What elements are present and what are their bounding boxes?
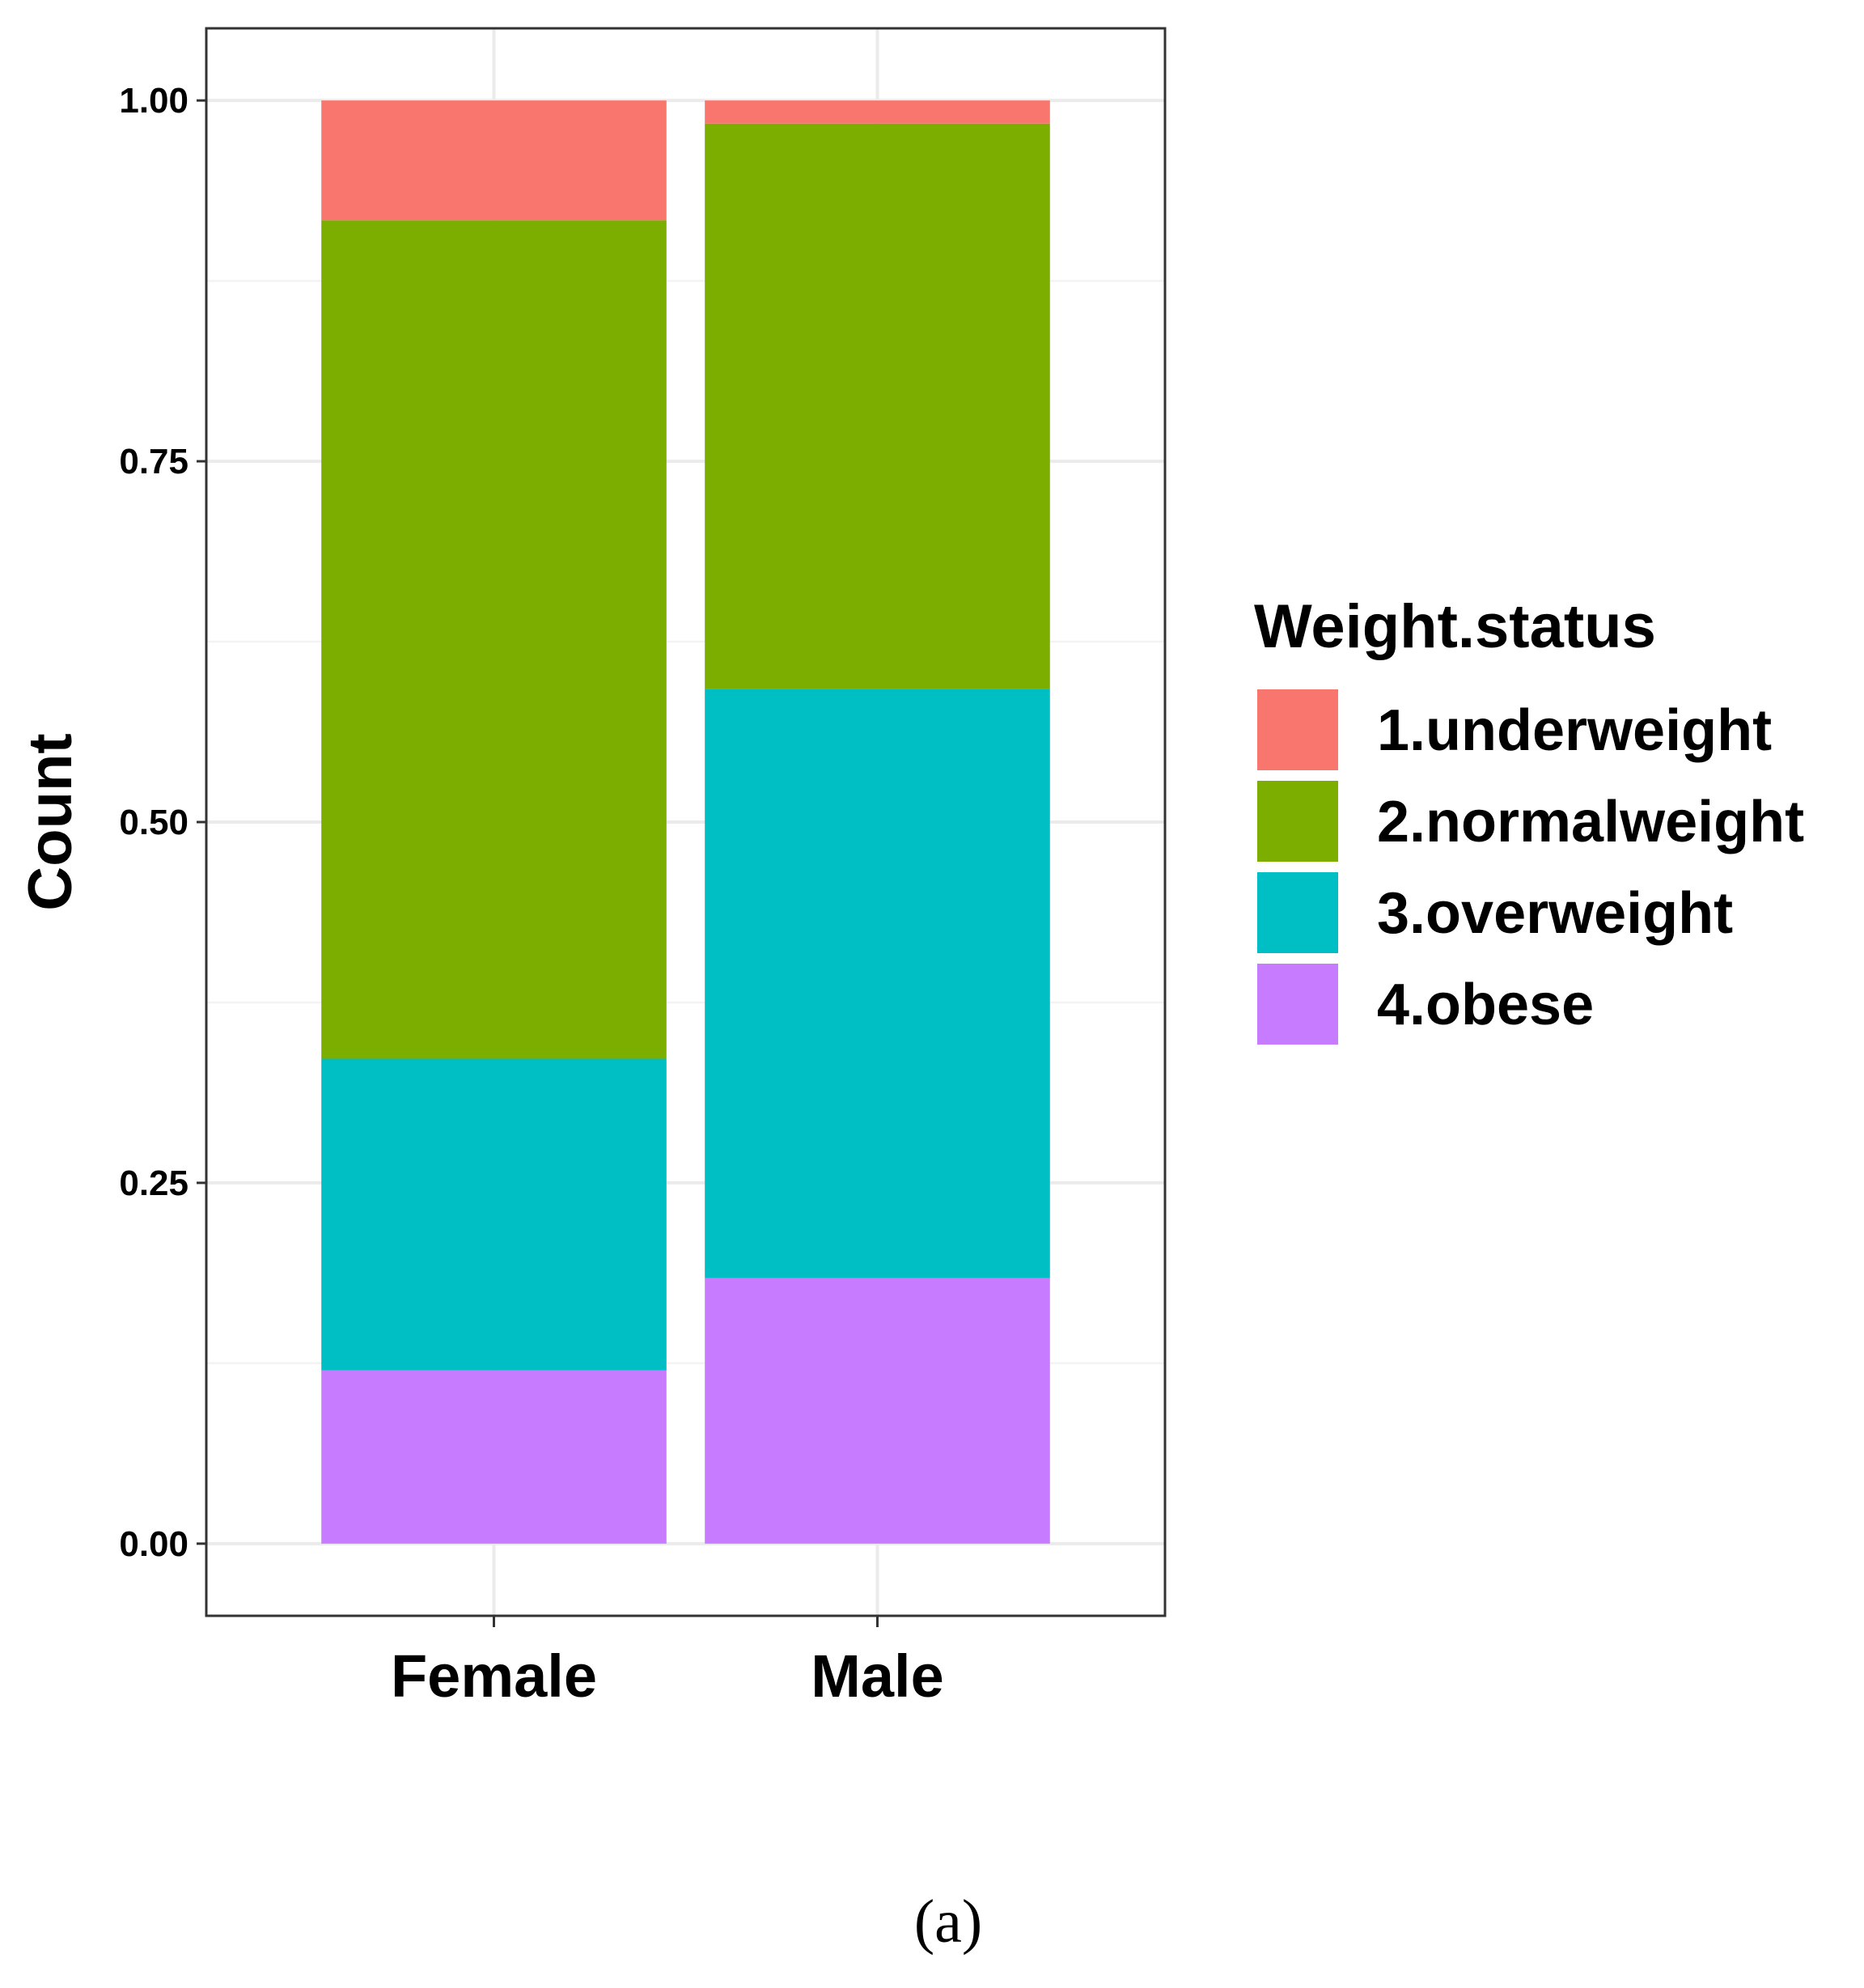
legend-key-3-overweight (1254, 869, 1341, 956)
y-tick-label: 1.00 (119, 81, 189, 121)
x-tick-label: Male (811, 1643, 944, 1710)
y-tick-label: 0.25 (119, 1164, 189, 1203)
legend-key-4-obese (1254, 960, 1341, 1048)
bar-segment-female-1-underweight (321, 100, 667, 221)
y-tick-label: 0.75 (119, 442, 189, 481)
legend-label: 2.normalweight (1377, 790, 1804, 854)
legend-key-1-underweight (1254, 686, 1341, 774)
axes: 0.00 0.25 0.50 0.75 1.00 Female Male (119, 81, 943, 1710)
bar-segment-female-4-obese (321, 1370, 667, 1544)
y-tick-label: 0.00 (119, 1524, 189, 1564)
legend-label: 1.underweight (1377, 698, 1772, 763)
bar-segment-female-3-overweight (321, 1058, 667, 1371)
bar-segment-male-4-obese (705, 1278, 1050, 1544)
bar-segment-female-2-normalweight (321, 220, 667, 1059)
bar-segment-male-2-normalweight (705, 123, 1050, 689)
legend-title: Weight.status (1254, 592, 1656, 661)
figure-caption: (a) (914, 1888, 982, 1956)
legend-label: 4.obese (1377, 973, 1594, 1037)
bar-segment-male-3-overweight (705, 689, 1050, 1278)
legend-key-2-normalweight (1254, 778, 1341, 865)
y-axis-title: Count (16, 733, 85, 910)
y-tick-label: 0.50 (119, 803, 189, 842)
x-tick-label: Female (391, 1643, 597, 1710)
legend-label: 3.overweight (1377, 881, 1733, 946)
legend: 1.underweight 2.normalweight 3.overweight 4… (1254, 686, 1804, 1048)
bar-segment-male-1-underweight (705, 100, 1050, 124)
bars (321, 100, 1050, 1544)
